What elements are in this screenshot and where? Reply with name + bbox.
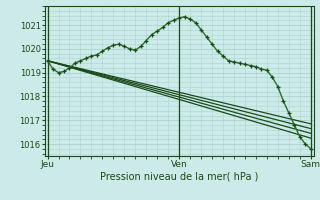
X-axis label: Pression niveau de la mer( hPa ): Pression niveau de la mer( hPa ) <box>100 172 258 182</box>
